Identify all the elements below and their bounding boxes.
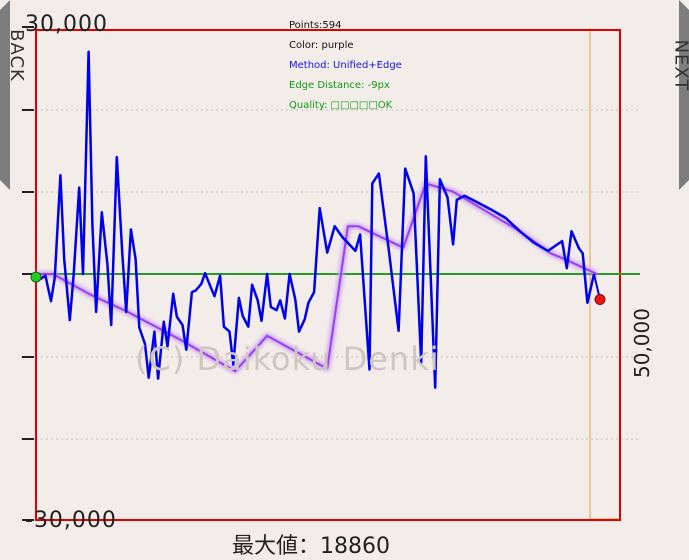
next-button[interactable]: NEXT bbox=[669, 0, 689, 190]
info-quality: Quality: □□□□□OK bbox=[289, 100, 393, 111]
end-point-marker bbox=[594, 294, 606, 306]
next-button-label: NEXT bbox=[670, 39, 689, 92]
y-tick-label-max: 30,000 bbox=[25, 12, 108, 37]
trace-series-line bbox=[35, 50, 596, 389]
x-end-scale-label: 50,000 bbox=[630, 308, 654, 378]
max-value-label: 最大値：18860 bbox=[232, 534, 390, 559]
info-edge-distance: Edge Distance: -9px bbox=[289, 80, 390, 91]
info-color: Color: purple bbox=[289, 40, 354, 51]
back-button[interactable]: BACK bbox=[0, 0, 27, 190]
info-method: Method: Unified+Edge bbox=[289, 60, 402, 71]
y-tick-label-min: -30,000 bbox=[25, 508, 117, 533]
next-arrow-icon bbox=[679, 0, 689, 190]
info-points: Points:594 bbox=[289, 20, 342, 31]
back-arrow-icon bbox=[0, 0, 10, 190]
watermark-text: (C) Daikoku Denki bbox=[135, 340, 440, 378]
back-button-label: BACK bbox=[5, 29, 27, 82]
y-axis-ticks bbox=[22, 26, 34, 521]
start-point-marker bbox=[30, 271, 42, 283]
